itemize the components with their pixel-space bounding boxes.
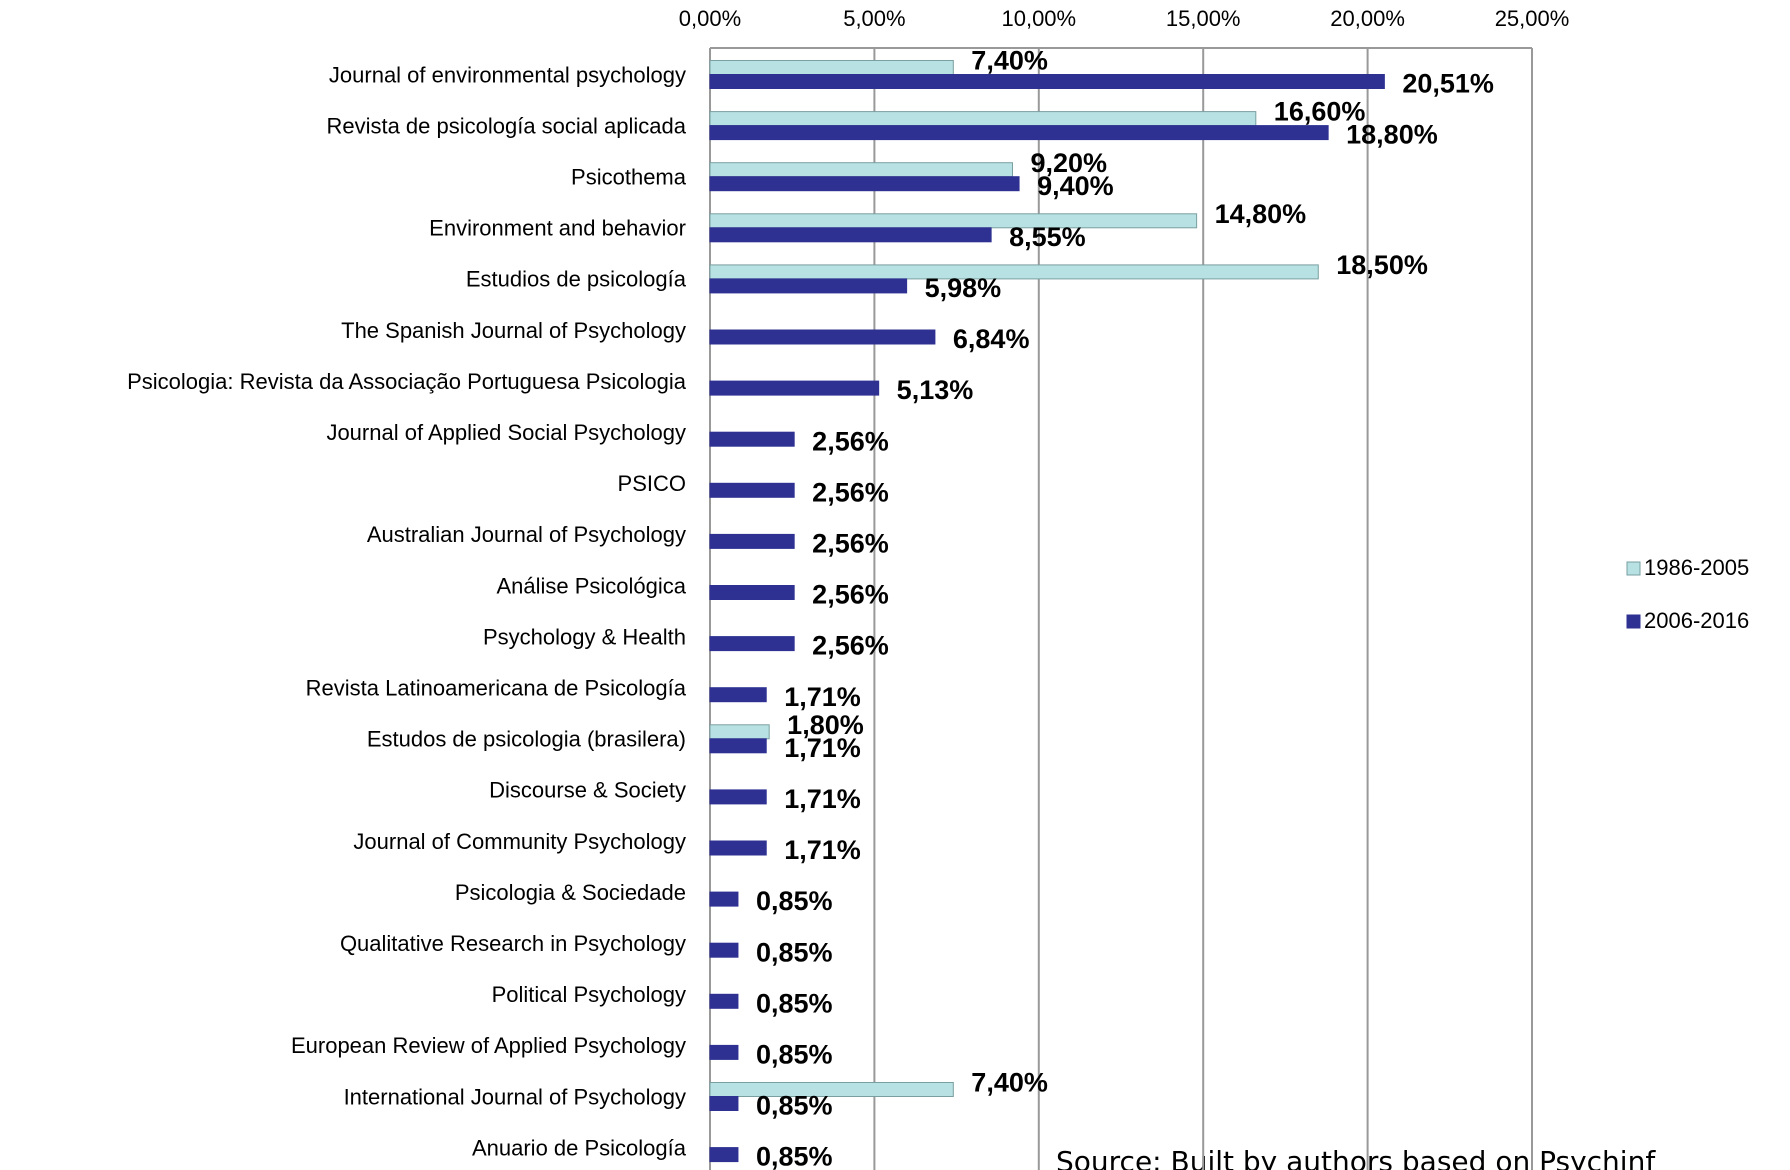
y-tick-label: Qualitative Research in Psychology [340, 931, 686, 956]
bar [709, 585, 795, 600]
y-tick-label: PSICO [618, 471, 686, 496]
bar [709, 176, 1020, 192]
legend-swatch [1626, 561, 1641, 576]
legend-label: 2006-2016 [1644, 608, 1749, 633]
value-label: 1,71% [784, 784, 861, 814]
y-tick-label: International Journal of Psychology [344, 1084, 686, 1109]
bar [709, 125, 1329, 141]
y-tick-label: Anuario de Psicología [472, 1135, 687, 1160]
value-label: 5,98% [925, 273, 1002, 303]
y-tick-label: Political Psychology [492, 982, 686, 1007]
bar [709, 738, 767, 754]
value-label: 0,85% [756, 988, 833, 1018]
bar [709, 60, 954, 75]
y-tick-label: Psychology & Health [483, 624, 686, 649]
x-tick-label: 0,00% [679, 6, 741, 31]
value-label: 14,80% [1215, 199, 1307, 229]
value-label: 9,40% [1037, 171, 1114, 201]
legend-label: 1986-2005 [1644, 555, 1749, 580]
bar [709, 942, 739, 958]
bar [709, 533, 795, 549]
bar [709, 636, 795, 652]
bar [709, 891, 739, 907]
y-tick-label: Australian Journal of Psychology [367, 522, 686, 547]
x-tick-label: 10,00% [1001, 6, 1076, 31]
x-tick-label: 15,00% [1166, 6, 1241, 31]
bar [709, 1096, 739, 1111]
value-label: 1,71% [784, 835, 861, 865]
value-label: 0,85% [756, 886, 833, 916]
legend-swatch [1626, 614, 1641, 629]
value-label: 1,71% [784, 682, 861, 712]
value-label: 20,51% [1402, 69, 1494, 99]
bar [709, 482, 795, 498]
y-tick-label: Psicologia & Sociedade [455, 880, 686, 905]
bar [709, 1082, 954, 1097]
y-tick-label: The Spanish Journal of Psychology [341, 318, 686, 343]
bar [709, 1044, 739, 1060]
y-tick-label: Estudos de psicologia (brasilera) [367, 727, 686, 752]
value-label: 0,85% [756, 1142, 833, 1170]
y-tick-label: Revista de psicología social aplicada [326, 113, 686, 138]
value-label: 9,20% [1030, 148, 1107, 178]
bar [709, 111, 1257, 127]
bar [709, 431, 795, 447]
bar [709, 162, 1013, 178]
y-tick-label: Discourse & Society [489, 778, 686, 803]
bar [709, 227, 992, 243]
value-label: 6,84% [953, 324, 1030, 354]
bar [709, 380, 880, 396]
value-label: 2,56% [812, 529, 889, 559]
y-tick-label: Revista Latinoamericana de Psicología [306, 676, 687, 701]
value-label: 2,56% [812, 631, 889, 661]
bar [709, 687, 767, 703]
y-tick-label: Estudios de psicología [466, 267, 687, 292]
value-label: 0,85% [756, 1040, 833, 1070]
y-tick-label: Análise Psicológica [496, 573, 686, 598]
y-tick-label: Environment and behavior [429, 216, 686, 241]
y-tick-label: Psicothema [571, 165, 687, 190]
bar [709, 213, 1198, 229]
bar [709, 278, 908, 294]
y-tick-label: European Review of Applied Psychology [291, 1033, 686, 1058]
value-label: 7,40% [971, 1068, 1048, 1098]
y-tick-label: Journal of Applied Social Psychology [326, 420, 686, 445]
y-tick-label: Psicologia: Revista da Associação Portug… [127, 369, 687, 394]
bar [709, 329, 936, 345]
bar [709, 789, 767, 805]
value-label: 7,40% [971, 46, 1048, 76]
bar [709, 724, 770, 740]
value-label: 16,60% [1274, 97, 1366, 127]
value-label: 5,13% [897, 375, 974, 405]
value-label: 2,56% [812, 580, 889, 610]
value-label: 1,80% [787, 710, 864, 740]
x-tick-label: 20,00% [1330, 6, 1405, 31]
bar [709, 264, 1319, 280]
x-tick-label: 5,00% [843, 6, 905, 31]
y-tick-label: Journal of environmental psychology [329, 62, 686, 87]
bar [709, 840, 767, 856]
bar [709, 74, 1385, 89]
value-label: 18,50% [1336, 250, 1428, 280]
value-label: 18,80% [1346, 120, 1438, 150]
y-tick-label: Journal of Community Psychology [353, 829, 686, 854]
value-label: 0,85% [756, 1091, 833, 1121]
value-label: 1,71% [784, 733, 861, 763]
value-label: 0,85% [756, 937, 833, 967]
x-tick-label: 25,00% [1495, 6, 1570, 31]
source-note: Source: Built by authors based on Psychi… [1056, 1145, 1656, 1170]
value-label: 8,55% [1009, 222, 1086, 252]
bar [709, 1147, 739, 1163]
value-label: 2,56% [812, 477, 889, 507]
bar [709, 993, 739, 1009]
value-label: 2,56% [812, 426, 889, 456]
